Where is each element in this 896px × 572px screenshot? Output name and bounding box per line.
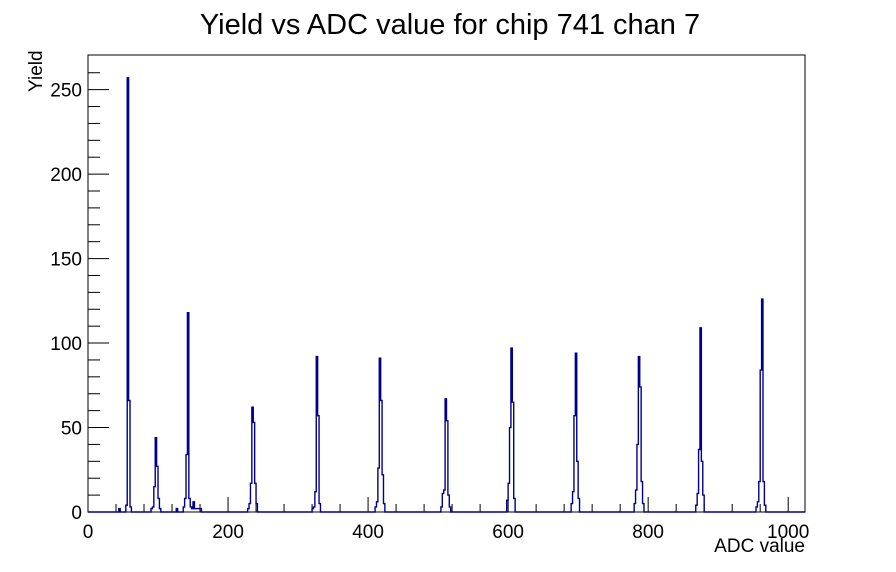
- x-tick-label: 400: [352, 522, 384, 543]
- y-axis-title: Yield: [26, 50, 47, 92]
- y-tick-label: 100: [50, 334, 82, 355]
- y-tick-label: 250: [50, 81, 82, 102]
- x-tick-label: 200: [212, 522, 244, 543]
- chart-title: Yield vs ADC value for chip 741 chan 7: [199, 9, 701, 41]
- x-tick-label: 600: [492, 522, 524, 543]
- y-tick-label: 0: [71, 503, 82, 524]
- histogram-line: [88, 77, 805, 513]
- x-tick-label: 1000: [767, 522, 809, 543]
- x-tick-label: 0: [83, 522, 94, 543]
- y-tick-label: 150: [50, 250, 82, 271]
- y-tick-label: 200: [50, 165, 82, 186]
- x-tick-label: 800: [632, 522, 664, 543]
- x-axis-title: ADC value: [714, 536, 805, 557]
- y-tick-label: 50: [61, 419, 82, 440]
- plot-frame: [87, 54, 806, 513]
